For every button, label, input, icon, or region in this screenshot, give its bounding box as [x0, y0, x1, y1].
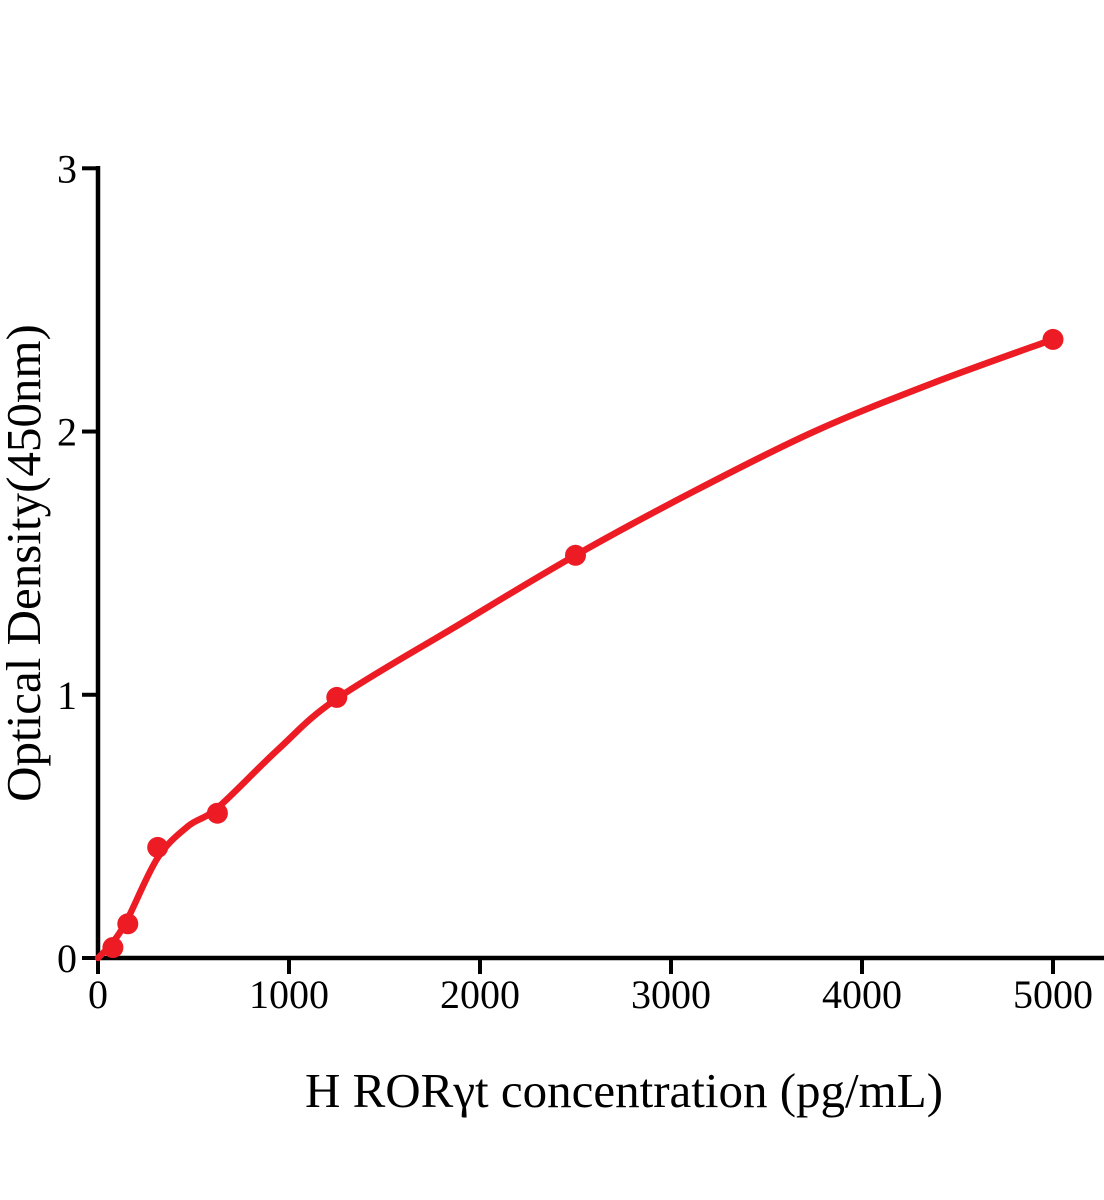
y-tick-label: 0 [57, 936, 77, 981]
data-point-marker [102, 937, 124, 958]
x-tick-label: 2000 [440, 972, 520, 1017]
data-point-marker [565, 544, 586, 566]
fit-curve-layer [94, 336, 1057, 962]
fit-curve-path [94, 336, 1057, 962]
x-axis-ticks: 0 1000 2000 3000 4000 5000 [88, 958, 1093, 1017]
y-tick-label: 3 [57, 146, 77, 191]
y-tick-label: 1 [57, 673, 77, 718]
x-tick-label: 5000 [1013, 972, 1093, 1017]
y-tick-label: 2 [57, 410, 77, 455]
x-axis-title: H RORγt concentration (pg/mL) [305, 1063, 943, 1118]
data-point-layer [102, 328, 1064, 958]
x-tick-label: 1000 [249, 972, 329, 1017]
data-point-marker [117, 913, 139, 935]
data-point-marker [326, 686, 348, 708]
x-tick-label: 3000 [631, 972, 711, 1017]
data-point-marker [147, 836, 169, 858]
axes [95, 166, 1104, 961]
x-tick-label: 0 [88, 972, 108, 1017]
x-tick-label: 4000 [822, 972, 902, 1017]
y-axis-title: Optical Density(450nm) [0, 324, 51, 802]
data-point-marker [206, 802, 228, 824]
y-axis-ticks: 0 1 2 3 [57, 146, 98, 981]
data-point-marker [1042, 328, 1064, 350]
